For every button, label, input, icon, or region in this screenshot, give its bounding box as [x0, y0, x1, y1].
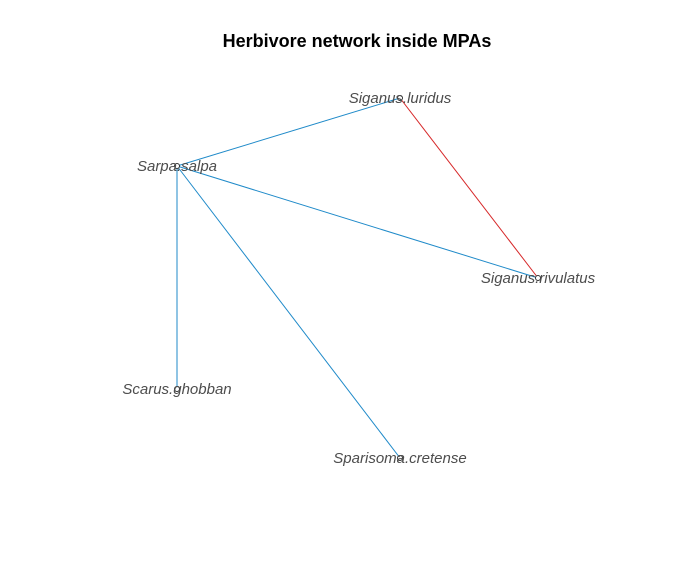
node-label: Siganus.rivulatus	[481, 270, 596, 287]
edge-siganus_luridus-siganus_rivulatus	[399, 97, 539, 279]
node-marker	[174, 163, 180, 169]
node-sarpa_salpa: Sarpa.salpa	[137, 158, 217, 175]
diagram-title: Herbivore network inside MPAs	[223, 31, 492, 51]
node-siganus_luridus: Siganus.luridus	[349, 90, 452, 107]
node-sparisoma_cretense: Sparisoma.cretense	[333, 450, 466, 467]
edge-sarpa_salpa-siganus_luridus	[176, 97, 401, 167]
edge-sarpa_salpa-siganus_rivulatus	[176, 165, 539, 279]
node-marker	[535, 275, 541, 281]
node-marker	[397, 95, 403, 101]
node-label: Siganus.luridus	[349, 90, 452, 107]
node-label: Scarus.ghobban	[122, 381, 231, 398]
node-siganus_rivulatus: Siganus.rivulatus	[481, 270, 596, 287]
node-label: Sparisoma.cretense	[333, 450, 466, 467]
node-label: Sarpa.salpa	[137, 158, 217, 175]
node-marker	[397, 455, 403, 461]
edge-sarpa_salpa-sparisoma_cretense	[176, 165, 401, 459]
node-scarus_ghobban: Scarus.ghobban	[122, 381, 231, 398]
edges-layer	[176, 97, 539, 459]
node-marker	[174, 386, 180, 392]
nodes-layer: Siganus.luridus Sarpa.salpa Siganus.rivula…	[122, 90, 595, 467]
